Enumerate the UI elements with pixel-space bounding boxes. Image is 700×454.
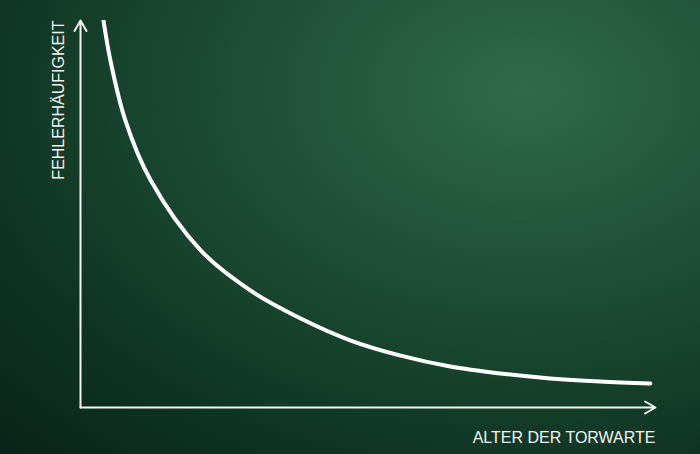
svg-text:ALTER DER TORWARTE: ALTER DER TORWARTE (473, 429, 656, 446)
svg-text:FEHLERHÄUFIGKEIT: FEHLERHÄUFIGKEIT (50, 20, 67, 179)
